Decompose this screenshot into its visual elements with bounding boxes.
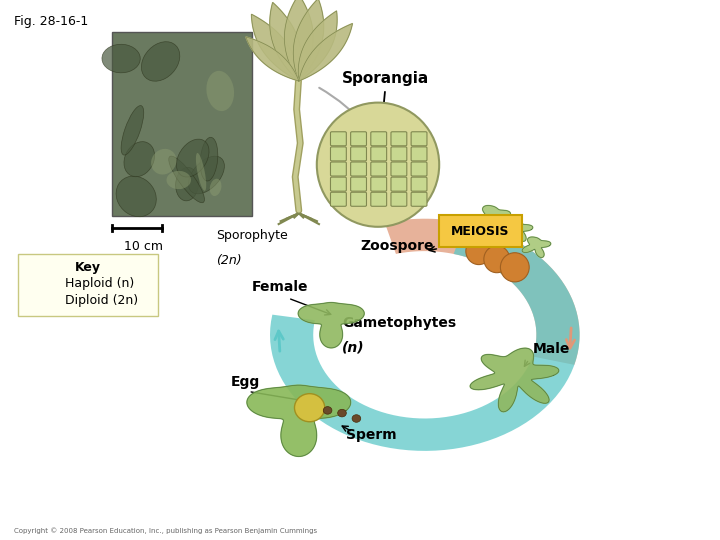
Polygon shape <box>470 348 559 412</box>
Ellipse shape <box>200 137 217 181</box>
Text: (2n): (2n) <box>216 254 242 267</box>
Text: Fig. 28-16-1: Fig. 28-16-1 <box>14 15 89 28</box>
Text: Haploid (n): Haploid (n) <box>65 277 134 290</box>
FancyBboxPatch shape <box>330 147 346 161</box>
Polygon shape <box>293 0 324 81</box>
Ellipse shape <box>102 44 140 73</box>
FancyBboxPatch shape <box>330 192 346 206</box>
FancyBboxPatch shape <box>411 177 427 191</box>
Text: MEIOSIS: MEIOSIS <box>451 225 510 238</box>
Ellipse shape <box>207 71 234 111</box>
Ellipse shape <box>176 167 199 201</box>
FancyBboxPatch shape <box>330 177 346 191</box>
FancyBboxPatch shape <box>411 162 427 176</box>
Ellipse shape <box>466 238 492 265</box>
Polygon shape <box>522 237 551 258</box>
FancyBboxPatch shape <box>391 147 407 161</box>
FancyBboxPatch shape <box>18 254 158 316</box>
Ellipse shape <box>484 246 510 273</box>
Ellipse shape <box>166 171 191 189</box>
FancyBboxPatch shape <box>371 192 387 206</box>
Text: Diploid (2n): Diploid (2n) <box>65 294 138 307</box>
Text: Sporangia: Sporangia <box>341 71 429 86</box>
FancyBboxPatch shape <box>371 132 387 146</box>
Text: Sporophyte: Sporophyte <box>216 230 288 242</box>
FancyBboxPatch shape <box>391 162 407 176</box>
Text: Male: Male <box>533 342 570 356</box>
Ellipse shape <box>210 179 222 196</box>
FancyBboxPatch shape <box>439 215 522 247</box>
FancyBboxPatch shape <box>351 192 366 206</box>
Text: (n): (n) <box>342 340 364 354</box>
Polygon shape <box>476 206 510 230</box>
Polygon shape <box>384 219 580 365</box>
FancyBboxPatch shape <box>330 162 346 176</box>
FancyBboxPatch shape <box>371 177 387 191</box>
Ellipse shape <box>124 141 155 177</box>
Text: 10 cm: 10 cm <box>124 240 163 253</box>
Text: Copyright © 2008 Pearson Education, Inc., publishing as Pearson Benjamin Cumming: Copyright © 2008 Pearson Education, Inc.… <box>14 527 318 534</box>
Ellipse shape <box>176 139 209 177</box>
Polygon shape <box>247 385 351 456</box>
Polygon shape <box>270 222 580 451</box>
FancyBboxPatch shape <box>411 132 427 146</box>
FancyBboxPatch shape <box>391 132 407 146</box>
FancyBboxPatch shape <box>411 192 427 206</box>
Polygon shape <box>270 2 302 81</box>
Ellipse shape <box>116 176 156 217</box>
Ellipse shape <box>121 105 144 155</box>
FancyBboxPatch shape <box>351 162 366 176</box>
Ellipse shape <box>338 409 346 417</box>
Text: Sperm: Sperm <box>346 428 396 442</box>
Ellipse shape <box>151 149 176 174</box>
Text: Key: Key <box>75 261 102 274</box>
Ellipse shape <box>317 103 439 227</box>
Polygon shape <box>251 14 299 81</box>
FancyBboxPatch shape <box>391 177 407 191</box>
FancyBboxPatch shape <box>391 192 407 206</box>
Ellipse shape <box>141 42 180 81</box>
FancyBboxPatch shape <box>351 132 366 146</box>
Ellipse shape <box>294 394 325 422</box>
Text: Female: Female <box>252 280 308 294</box>
Ellipse shape <box>196 153 206 191</box>
Ellipse shape <box>500 253 529 282</box>
Text: Egg: Egg <box>230 375 260 389</box>
Polygon shape <box>298 302 364 348</box>
FancyBboxPatch shape <box>351 147 366 161</box>
FancyBboxPatch shape <box>330 132 346 146</box>
Ellipse shape <box>168 156 204 202</box>
Polygon shape <box>246 37 299 81</box>
Polygon shape <box>504 221 533 241</box>
FancyBboxPatch shape <box>112 32 252 216</box>
Polygon shape <box>299 24 353 81</box>
Polygon shape <box>284 0 313 81</box>
Polygon shape <box>298 11 337 81</box>
FancyBboxPatch shape <box>351 177 366 191</box>
Text: Zoospore: Zoospore <box>360 239 433 253</box>
FancyBboxPatch shape <box>371 162 387 176</box>
Ellipse shape <box>189 156 225 194</box>
FancyBboxPatch shape <box>411 147 427 161</box>
FancyBboxPatch shape <box>371 147 387 161</box>
Ellipse shape <box>323 407 332 414</box>
Text: Gametophytes: Gametophytes <box>342 316 456 330</box>
Ellipse shape <box>352 415 361 422</box>
